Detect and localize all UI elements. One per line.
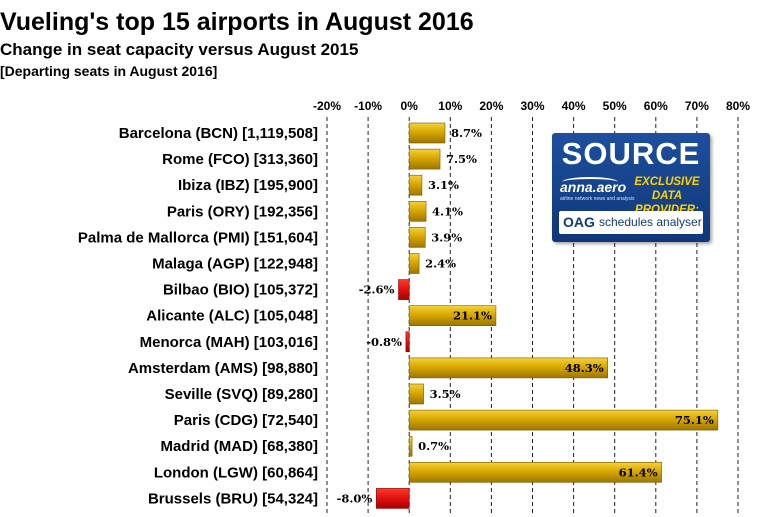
bar-positive: [408, 461, 662, 483]
bar-positive: [408, 383, 424, 405]
category-label: Paris (ORY) [192,356]: [167, 203, 318, 220]
x-tick-label: 40%: [562, 99, 586, 113]
data-label: 3.5%: [430, 387, 461, 401]
source-label: SOURCE: [561, 136, 701, 171]
data-label: -0.8%: [366, 335, 402, 349]
oag-label: OAG: [563, 214, 595, 230]
data-label: 8.7%: [451, 126, 482, 140]
x-tick-label: 20%: [479, 99, 503, 113]
oag-logo: OAG schedules analyser: [559, 211, 703, 234]
source-badge: SOURCE anna.aero airline network news an…: [552, 133, 710, 242]
data-label: 21.1%: [453, 309, 492, 323]
data-label: 0.7%: [418, 439, 449, 453]
category-label: Menorca (MAH) [103,016]: [140, 334, 318, 351]
x-tick-label: 30%: [520, 99, 544, 113]
data-label: 4.1%: [432, 204, 463, 218]
bar-positive: [408, 122, 446, 144]
data-label: -2.6%: [359, 283, 395, 297]
x-tick-label: 80%: [726, 99, 750, 113]
anna-aero-logo: anna.aero airline network news and analy…: [560, 177, 634, 205]
oag-product: schedules analyser: [599, 215, 702, 229]
logo-arc-icon: [562, 177, 618, 187]
chart-note: [Departing seats in August 2016]: [0, 63, 218, 79]
chart-title: Vueling's top 15 airports in August 2016: [0, 8, 474, 36]
category-label: Seville (SVQ) [89,280]: [165, 386, 318, 403]
category-label: Rome (FCO) [313,360]: [162, 151, 318, 168]
data-label: 61.4%: [619, 465, 658, 479]
category-label: Amsterdam (AMS) [98,880]: [128, 360, 318, 377]
exclusive-line-1: EXCLUSIVE: [634, 176, 700, 188]
x-tick-label: 10%: [438, 99, 462, 113]
data-label: 48.3%: [565, 361, 604, 375]
logo-text: anna.aero: [560, 179, 627, 195]
bar-positive: [408, 253, 420, 274]
bar-positive: [408, 174, 423, 196]
logo-tagline: airline network news and analysis: [560, 196, 635, 202]
category-label: Brussels (BRU) [54,324]: [148, 490, 318, 507]
data-labels: 8.7% 7.5% 3.1% 4.1% 3.9% 2.4% -2.6% 21.1% -0.8% 4…: [337, 126, 714, 505]
category-label: Barcelona (BCN) [1,119,508]: [119, 125, 318, 142]
data-label: 75.1%: [675, 413, 714, 427]
x-tick-label: -10%: [354, 99, 382, 113]
bars: [376, 122, 719, 509]
x-tick-label: 0%: [401, 99, 419, 113]
data-label: 3.1%: [428, 178, 459, 192]
category-label: Madrid (MAD) [68,380]: [160, 438, 318, 455]
category-labels: Barcelona (BCN) [1,119,508] Rome (FCO) [3…: [78, 125, 318, 507]
bar-positive: [408, 148, 441, 170]
category-label: Bilbao (BIO) [105,372]: [163, 282, 318, 299]
category-label: Palma de Mallorca (PMI) [151,604]: [78, 229, 318, 246]
bar-positive: [408, 201, 427, 222]
x-tick-label: -20%: [313, 99, 341, 113]
bar-positive: [408, 435, 413, 457]
category-label: Alicante (ALC) [105,048]: [146, 308, 318, 325]
bar-positive: [408, 227, 426, 248]
bar-positive: [408, 357, 609, 379]
category-label: London (LGW) [60,864]: [154, 464, 318, 481]
category-label: Paris (CDG) [72,540]: [174, 412, 318, 429]
x-axis-ticks: -20% -10% 0% 10% 20% 30% 40% 50% 60% 70% 80%: [313, 99, 750, 113]
bar-negative: [376, 488, 410, 509]
bar-negative: [405, 331, 410, 353]
bar-positive: [408, 305, 497, 327]
data-label: 3.9%: [431, 230, 462, 244]
data-label: 7.5%: [446, 152, 477, 166]
x-tick-label: 50%: [603, 99, 627, 113]
data-label: 2.4%: [425, 257, 456, 271]
x-tick-label: 60%: [644, 99, 668, 113]
bar-positive: [408, 409, 719, 431]
chart-subtitle: Change in seat capacity versus August 20…: [0, 40, 359, 59]
bar-negative: [398, 279, 410, 300]
category-label: Ibiza (IBZ) [195,900]: [178, 177, 318, 194]
x-tick-label: 70%: [685, 99, 709, 113]
data-label: -8.0%: [337, 491, 373, 505]
category-label: Malaga (AGP) [122,948]: [152, 256, 318, 273]
